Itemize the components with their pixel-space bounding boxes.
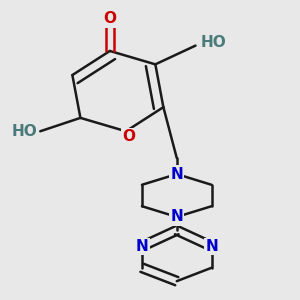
Text: HO: HO bbox=[12, 124, 38, 139]
Text: N: N bbox=[170, 209, 183, 224]
Text: HO: HO bbox=[201, 35, 226, 50]
Text: O: O bbox=[122, 129, 135, 144]
Text: N: N bbox=[205, 239, 218, 254]
Text: N: N bbox=[136, 239, 148, 254]
Text: N: N bbox=[170, 167, 183, 182]
Text: O: O bbox=[103, 11, 116, 26]
